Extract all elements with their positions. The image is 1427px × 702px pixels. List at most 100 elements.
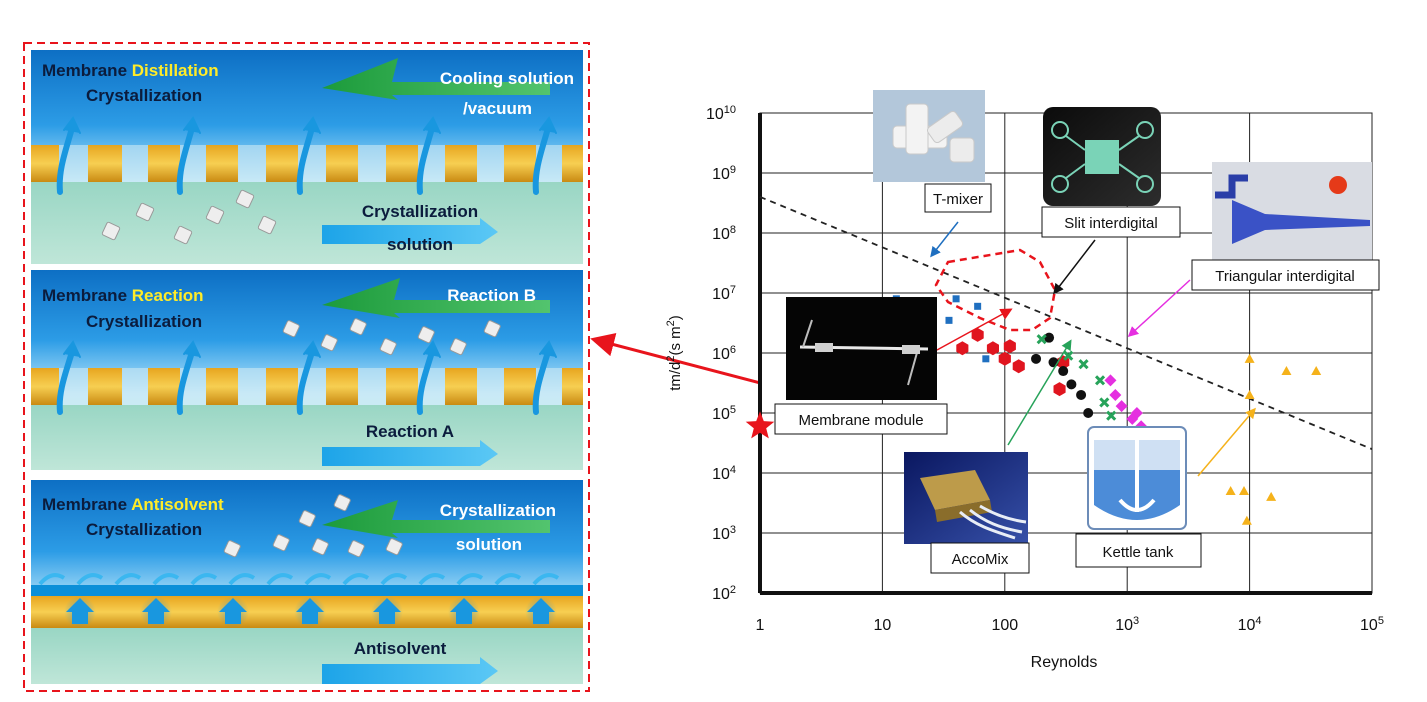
triangle-marker (1281, 366, 1292, 376)
reaction-a-arrow (322, 440, 498, 466)
panel2-upper-1: Reaction B (447, 286, 536, 305)
triangular-interdigital-label-box (1191, 259, 1380, 291)
panel1-title-a: Membrane (42, 61, 127, 80)
kettle-tank-icon (1087, 426, 1187, 530)
t-mixer-label: T-mixer (933, 191, 983, 208)
antisolvent-up-arrows (64, 596, 557, 628)
accomix-label: AccoMix (952, 551, 1009, 568)
triangle-marker (1225, 486, 1236, 496)
hexagon-marker (998, 351, 1011, 366)
reaction-b-arrow (322, 278, 550, 318)
circle-marker (1031, 353, 1042, 364)
callout-triangular (1127, 279, 1191, 338)
triangular-interdigital-label: Triangular interdigital (1215, 268, 1355, 285)
callout-t-mixer (930, 221, 959, 258)
square-marker (982, 355, 990, 363)
y-axis-label: tm/d2(s m2) (665, 315, 684, 391)
y-tick-label: 104 (712, 464, 736, 483)
y-tick-labels: 1010 109 108 107 106 105 104 103 102 (706, 104, 736, 603)
cross-marker (1094, 375, 1106, 386)
trendline-dashed (759, 196, 1373, 450)
membrane-module-label-box (774, 403, 948, 435)
triangular-interdigital-photo (1212, 162, 1372, 260)
panel1-title-b: Distillation (132, 61, 219, 80)
cross-marker (1099, 397, 1110, 408)
circle-marker (1044, 332, 1055, 343)
x-tick-label: 1 (756, 617, 765, 634)
triangle-marker (1244, 389, 1255, 399)
membrane-star-marker (745, 411, 775, 439)
hexagon-marker (986, 341, 999, 356)
svg-text:Membrane Antisolvent: Membrane Antisolvent (42, 495, 224, 514)
panel1-lower-2: solution (387, 235, 453, 254)
triangle-marker (1266, 491, 1277, 501)
x-axis-label: Reynolds (1031, 654, 1098, 671)
cooling-arrow (322, 58, 550, 100)
crystals (223, 494, 403, 558)
square-marker (952, 295, 960, 303)
circle-marker (1066, 379, 1077, 390)
callout-slit (1053, 239, 1096, 295)
crystals (101, 189, 277, 245)
panel-reaction: Membrane Reaction Crystallization Reacti… (31, 270, 583, 470)
circle-marker (1083, 408, 1094, 418)
square-marker (945, 316, 953, 324)
triangle-marker (1311, 366, 1322, 376)
cross-marker (1036, 334, 1047, 345)
hexagon-marker (1003, 339, 1016, 354)
t-mixer-photo (873, 90, 985, 182)
y-tick-label: 108 (712, 224, 736, 243)
panel-antisolvent: Membrane Antisolvent Crystallization Cry… (31, 480, 583, 684)
panel3-title-c: Crystallization (86, 520, 202, 539)
schematic-frame (23, 42, 590, 692)
y-tick-label: 107 (712, 284, 736, 303)
kettle-tank-label: Kettle tank (1103, 544, 1174, 561)
trendline (759, 196, 1373, 450)
callout-kettle (1197, 407, 1256, 477)
y-tick-label: 105 (712, 404, 736, 423)
membrane-pores (31, 145, 583, 182)
x-tick-label: 100 (991, 617, 1018, 634)
hexagon-marker (1012, 359, 1025, 374)
diamond-marker (1130, 407, 1143, 419)
panel3-upper-2: solution (456, 535, 522, 554)
data-marks (745, 295, 1322, 525)
panel1-lower-1: Crystallization (362, 202, 478, 221)
y-tick-label: 102 (712, 584, 736, 603)
droplet-arrows (38, 573, 560, 586)
x-tick-label: 103 (1115, 615, 1139, 634)
panel3-title-b: Antisolvent (131, 495, 224, 514)
slit-interdigital-label: Slit interdigital (1064, 215, 1157, 232)
cross-marker (1063, 350, 1074, 361)
panel2-title-a: Membrane (42, 286, 127, 305)
panel3-lower-1: Antisolvent (354, 639, 447, 658)
triangle-marker (1244, 353, 1255, 363)
accomix-photo (904, 452, 1028, 544)
panel2-title-b: Reaction (132, 286, 204, 305)
slit-interdigital-photo (1043, 107, 1161, 206)
x-tick-label: 105 (1360, 615, 1384, 634)
x-tick-label: 10 (874, 617, 892, 634)
hexagon-marker (1053, 382, 1066, 397)
membrane-module-label: Membrane module (798, 412, 923, 429)
panel1-upper-2: /vacuum (463, 99, 532, 118)
t-mixer-label-box (924, 183, 992, 213)
panel2-title-c: Crystallization (86, 312, 202, 331)
crystallization-arrow (322, 218, 498, 244)
connector-arrow (590, 332, 769, 387)
panel3-upper-1: Crystallization (440, 501, 556, 520)
diamond-marker (1104, 374, 1117, 387)
reactant-flow-arrows (56, 340, 557, 415)
x-tick-labels: 1 10 100 103 104 105 (756, 615, 1384, 634)
vapor-flow-arrows (56, 116, 557, 195)
panel2-lower-1: Reaction A (366, 422, 454, 441)
circle-marker (1076, 389, 1087, 400)
panel1-upper-1: Cooling solution (440, 69, 574, 88)
circle-marker (1058, 366, 1069, 377)
cross-marker (1078, 359, 1089, 370)
panel-distillation: Membrane Distillation Crystallization Co… (31, 50, 583, 264)
y-tick-label: 1010 (706, 104, 736, 123)
svg-text:Membrane Reaction: Membrane Reaction (42, 286, 204, 305)
accomix-label-box (930, 542, 1030, 574)
hexagon-marker (956, 341, 969, 356)
